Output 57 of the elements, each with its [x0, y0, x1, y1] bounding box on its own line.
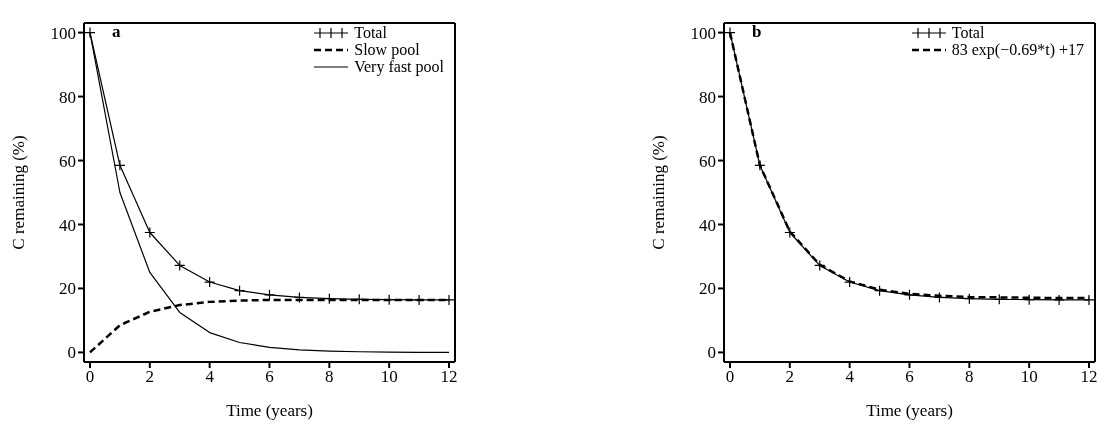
legend-label: 83 exp(−0.69*t) +17 — [951, 41, 1084, 58]
chart-title: a — [112, 22, 121, 42]
legend-label: Total — [354, 24, 387, 41]
point — [233, 285, 246, 297]
x-tick-label: 0 — [725, 367, 735, 387]
y-tick-label: 0 — [707, 343, 716, 363]
y-tick-label: 60 — [699, 151, 716, 171]
legend-label: Slow pool — [354, 41, 420, 58]
y-tick-label: 80 — [59, 87, 76, 107]
x-axis-title: Time (years) — [866, 401, 953, 420]
y-tick-label: 40 — [699, 215, 716, 235]
point — [323, 293, 335, 305]
point — [933, 291, 946, 303]
x-tick-label: 10 — [380, 367, 398, 387]
point — [993, 293, 1005, 305]
point — [174, 259, 186, 272]
legend-label: Very fast pool — [354, 58, 444, 75]
point — [784, 226, 796, 239]
point — [844, 276, 856, 288]
x-tick-label: 2 — [785, 367, 795, 387]
x-tick-label: 10 — [1020, 367, 1038, 387]
y-tick-label: 60 — [59, 151, 76, 171]
y-tick-label: 20 — [699, 279, 716, 299]
x-tick-label: 8 — [325, 367, 334, 387]
y-tick-label: 80 — [699, 87, 716, 107]
y-tick-label: 20 — [59, 279, 76, 299]
legend-label: Total — [951, 24, 985, 41]
point — [1083, 294, 1095, 306]
point — [1023, 294, 1035, 306]
y-axis-title: C remaining (%) — [9, 135, 29, 250]
point — [263, 289, 276, 301]
y-tick-label: 100 — [50, 23, 76, 43]
point — [353, 293, 365, 305]
x-tick-label: 4 — [205, 367, 215, 387]
y-tick-label: 0 — [67, 343, 76, 363]
x-axis-title: Time (years) — [226, 401, 313, 420]
y-tick-label: 100 — [690, 23, 716, 43]
point — [413, 294, 425, 306]
x-tick-label: 2 — [145, 367, 155, 387]
point — [114, 159, 126, 171]
x-tick-label: 12 — [440, 367, 458, 387]
x-tick-label: 6 — [905, 367, 914, 387]
x-tick-label: 12 — [1080, 367, 1098, 387]
y-axis-title: C remaining (%) — [649, 135, 669, 250]
point — [963, 293, 975, 305]
point — [293, 291, 306, 303]
point — [144, 226, 156, 239]
point — [1053, 294, 1065, 306]
x-tick-label: 0 — [85, 367, 95, 387]
x-tick-label: 4 — [845, 367, 855, 387]
point — [814, 259, 826, 272]
point — [204, 276, 216, 288]
y-tick-label: 40 — [59, 215, 76, 235]
point — [754, 159, 766, 171]
x-tick-label: 8 — [965, 367, 974, 387]
x-tick-label: 6 — [265, 367, 274, 387]
chart-title: b — [752, 22, 762, 42]
